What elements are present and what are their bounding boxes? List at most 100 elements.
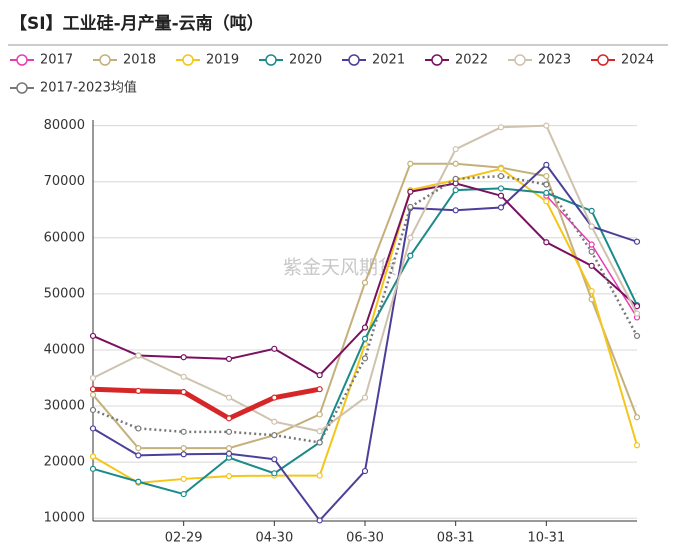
legend-marker <box>182 54 194 66</box>
legend-marker <box>265 54 277 66</box>
point <box>588 287 595 295</box>
point <box>407 188 414 195</box>
y-tick-label: 10000 <box>44 511 85 526</box>
point <box>180 428 187 435</box>
point <box>180 490 187 498</box>
x-tick-label: 04-30 <box>255 531 293 546</box>
point <box>271 394 278 401</box>
legend-label: 2017 <box>40 53 73 68</box>
point <box>543 189 550 197</box>
legend-marker <box>348 54 360 66</box>
point <box>316 428 323 435</box>
point <box>361 335 369 342</box>
x-tick-label: 10-31 <box>527 531 565 546</box>
point <box>135 387 142 394</box>
point <box>89 391 97 398</box>
point <box>316 517 323 524</box>
legend-label: 2024 <box>621 53 654 68</box>
point <box>361 355 369 362</box>
y-tick-label: 20000 <box>44 455 85 470</box>
point <box>225 415 233 422</box>
point <box>452 160 459 167</box>
point <box>180 373 187 380</box>
point <box>407 234 414 241</box>
legend-marker <box>16 82 28 94</box>
point <box>89 386 97 393</box>
point <box>271 432 278 439</box>
legend-label: 2023 <box>538 53 571 68</box>
point <box>588 248 595 255</box>
point <box>225 394 233 401</box>
legend-label: 2017-2023均值 <box>40 80 137 96</box>
point <box>316 372 323 379</box>
point <box>452 207 459 214</box>
point <box>316 472 323 479</box>
point <box>543 122 550 129</box>
point <box>89 453 97 460</box>
point <box>497 165 505 172</box>
point <box>543 172 550 180</box>
y-tick-label: 50000 <box>44 286 85 301</box>
point <box>225 444 233 452</box>
point <box>588 207 595 214</box>
point <box>588 262 595 269</box>
legend-label: 2022 <box>455 53 488 68</box>
watermark: 紫金天风期货 <box>283 257 397 279</box>
point <box>180 388 187 396</box>
series-line <box>92 174 639 444</box>
point <box>361 324 369 331</box>
point <box>588 223 595 230</box>
y-tick-label: 30000 <box>44 399 85 414</box>
point <box>543 181 550 188</box>
y-tick-label: 80000 <box>44 118 85 133</box>
point <box>180 444 187 452</box>
legend-label: 2021 <box>372 53 405 68</box>
y-tick-label: 70000 <box>44 174 85 189</box>
point <box>271 345 278 352</box>
point <box>452 146 459 153</box>
x-tick-label: 02-29 <box>165 531 203 546</box>
point <box>361 467 369 475</box>
point <box>407 252 414 259</box>
point <box>89 406 97 414</box>
point <box>316 411 323 418</box>
point <box>543 239 550 246</box>
point <box>180 475 187 483</box>
point <box>633 332 641 340</box>
legend-marker <box>514 54 526 66</box>
point <box>361 279 369 286</box>
point <box>452 187 459 194</box>
point <box>497 192 505 199</box>
point <box>135 352 142 359</box>
point <box>225 355 233 363</box>
legend-marker <box>99 54 111 66</box>
chart-title: 【SI】工业硅-月产量-云南（吨） <box>10 13 264 34</box>
legend-label: 2018 <box>123 53 156 68</box>
point <box>633 238 641 245</box>
x-tick-label: 06-30 <box>346 531 384 546</box>
point <box>407 203 414 211</box>
point <box>135 478 142 485</box>
point <box>180 354 187 361</box>
point <box>135 444 142 452</box>
point <box>180 451 187 458</box>
point <box>271 418 278 425</box>
x-tick-label: 08-31 <box>437 531 475 546</box>
point <box>225 450 233 457</box>
point <box>271 456 278 463</box>
point <box>225 473 233 480</box>
series-line <box>92 386 321 422</box>
legend-label: 2020 <box>289 53 322 68</box>
point <box>89 425 97 432</box>
point <box>497 185 505 192</box>
y-tick-label: 40000 <box>44 342 85 357</box>
legend-marker <box>431 54 443 66</box>
point <box>89 374 97 382</box>
legend-marker <box>597 54 609 66</box>
point <box>135 425 142 432</box>
point <box>89 332 97 340</box>
point <box>497 124 505 131</box>
point <box>633 303 641 310</box>
legend-marker <box>16 54 28 66</box>
